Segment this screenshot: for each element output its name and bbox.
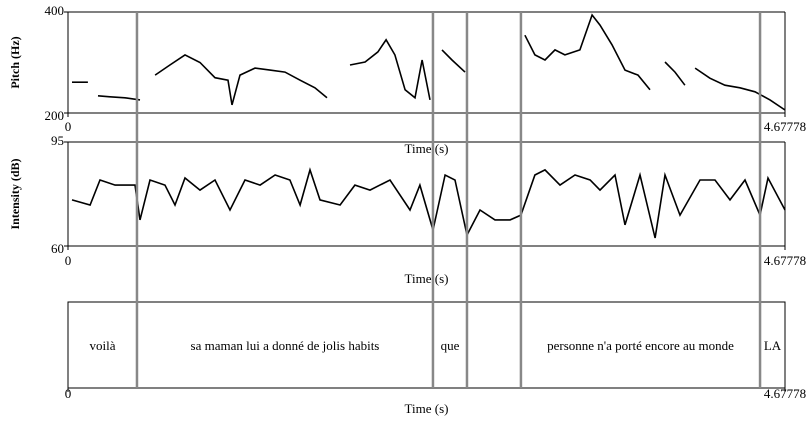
x-tick-label: 0 [65,386,72,401]
interval-label: sa maman lui a donné de jolis habits [191,338,380,353]
contour [349,38,431,101]
x-tick-label: 4.67778 [764,386,806,401]
contour [97,95,141,101]
interval-label: personne n'a porté encore au monde [547,338,734,353]
contour [154,53,328,106]
contour [694,67,786,111]
interval-label: voilà [89,338,115,353]
x-axis-label: Time (s) [405,401,449,416]
contour [71,167,786,239]
y-tick-label: 400 [45,3,65,18]
x-axis-label: Time (s) [405,141,449,156]
x-tick-label: 0 [65,253,72,268]
interval-label: que [441,338,460,353]
x-tick-label: 4.67778 [764,253,806,268]
x-tick-label: 4.67778 [764,119,806,134]
y-axis-label: Intensity (dB) [8,158,22,229]
interval-label: LA [764,338,782,353]
contour [441,49,466,73]
x-tick-label: 0 [65,119,72,134]
contour [524,13,651,91]
contour [664,61,686,86]
y-tick-label: 95 [51,133,64,148]
y-tick-label: 200 [45,108,65,123]
y-tick-label: 60 [51,241,64,256]
y-axis-label: Pitch (Hz) [8,36,22,88]
x-axis-label: Time (s) [405,271,449,286]
